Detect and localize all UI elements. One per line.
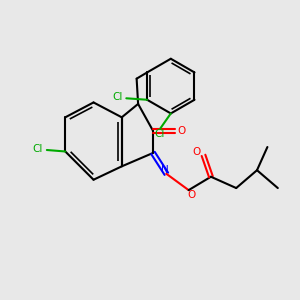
Text: Cl: Cl [154, 129, 165, 139]
Text: O: O [187, 190, 195, 200]
Text: N: N [161, 165, 169, 175]
Text: Cl: Cl [112, 92, 123, 102]
Text: O: O [178, 126, 186, 136]
Text: Cl: Cl [33, 143, 43, 154]
Text: O: O [193, 147, 201, 158]
